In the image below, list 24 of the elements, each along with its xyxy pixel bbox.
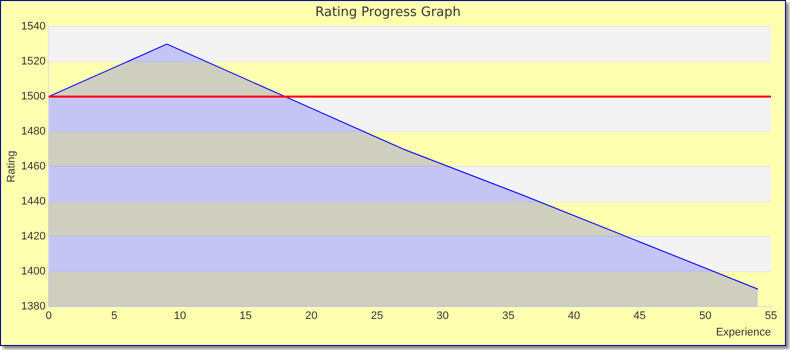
x-tick-label: 15	[240, 310, 252, 322]
x-tick-label: 45	[634, 310, 646, 322]
y-tick-label: 1520	[21, 56, 46, 68]
x-tick-label: 25	[370, 310, 384, 322]
y-tick-label: 1460	[21, 160, 46, 173]
chart-title: Rating Progress Graph	[315, 5, 461, 20]
y-tick-label: 1540	[21, 20, 46, 33]
x-tick-label: 10	[174, 310, 186, 322]
y-tick-label: 1420	[21, 230, 46, 243]
x-tick-label: 0	[46, 310, 52, 322]
y-tick-label: 1380	[21, 300, 46, 313]
x-tick-label: 40	[568, 310, 580, 322]
x-tick-label: 20	[305, 310, 318, 322]
y-tick-label: 1400	[21, 266, 46, 278]
x-tick-label: 30	[436, 310, 449, 322]
x-tick-label: 5	[111, 310, 118, 322]
y-tick-label: 1440	[21, 196, 46, 208]
y-axis-title: Rating	[6, 150, 18, 182]
x-axis-title: Experience	[716, 326, 771, 338]
x-tick-label: 55	[764, 310, 778, 322]
x-tick-label: 35	[502, 310, 514, 322]
y-tick-label: 1500	[21, 90, 46, 103]
x-tick-label: 50	[699, 310, 712, 322]
y-tick-label: 1480	[21, 126, 46, 138]
